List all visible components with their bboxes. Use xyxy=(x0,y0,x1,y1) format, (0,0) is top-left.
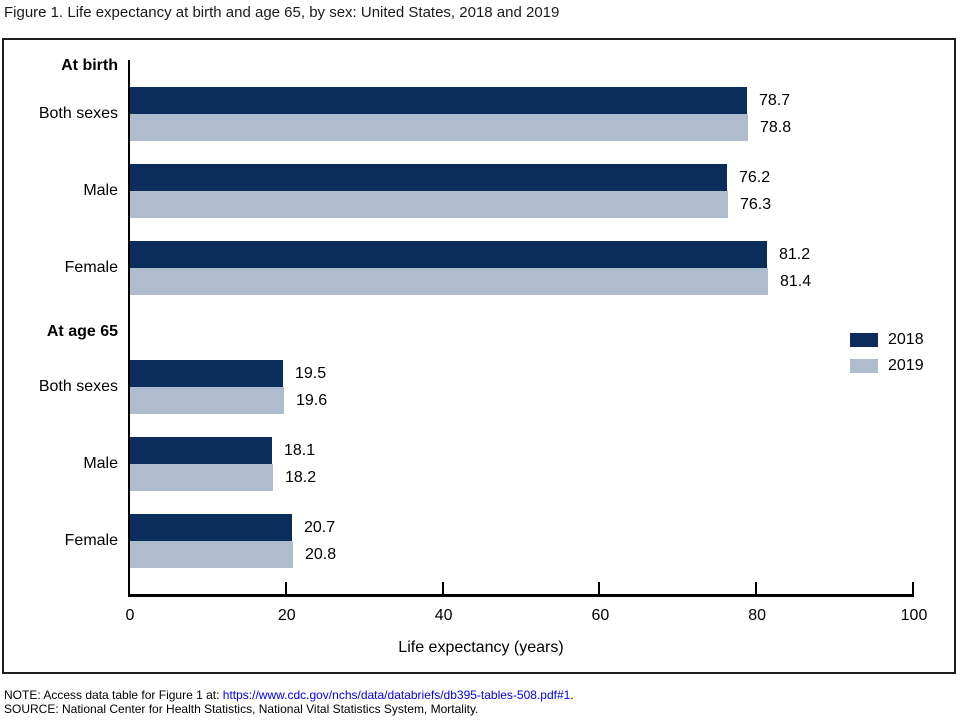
bar-2018-male-at-age-65 xyxy=(130,437,272,464)
category-label-both-sexes-at-age-65: Both sexes xyxy=(38,378,118,395)
bar-2018-both-sexes-at-birth xyxy=(130,87,747,114)
x-axis-line xyxy=(128,594,914,597)
x-axis-title: Life expectancy (years) xyxy=(398,639,564,656)
x-axis-tick-label-40: 40 xyxy=(434,607,453,624)
category-label-male-at-age-65: Male xyxy=(83,455,118,472)
x-axis-tick-label-20: 20 xyxy=(277,607,296,624)
bar-2019-male-at-age-65 xyxy=(130,464,273,491)
category-label-female-at-age-65: Female xyxy=(64,532,118,549)
legend-label-2018: 2018 xyxy=(888,331,924,348)
figure-notes: NOTE: Access data table for Figure 1 at:… xyxy=(4,688,574,716)
bar-2019-female-at-age-65 xyxy=(130,541,293,568)
bar-2019-both-sexes-at-birth xyxy=(130,114,748,141)
value-label-2019-male-at-age-65: 18.2 xyxy=(285,469,317,486)
y-axis-line xyxy=(128,60,130,594)
legend-swatch-2018 xyxy=(850,333,878,347)
value-label-2019-both-sexes-at-age-65: 19.6 xyxy=(296,392,328,409)
category-label-male-at-birth: Male xyxy=(83,182,118,199)
x-axis-tick-label-100: 100 xyxy=(900,607,928,624)
value-label-2019-female-at-birth: 81.4 xyxy=(780,273,812,290)
value-label-2018-male-at-age-65: 18.1 xyxy=(284,442,316,459)
category-label-both-sexes-at-birth: Both sexes xyxy=(38,105,118,122)
x-axis-tick-label-80: 80 xyxy=(748,607,767,624)
note-period: . xyxy=(570,688,574,702)
source-line: SOURCE: National Center for Health Stati… xyxy=(4,702,479,716)
group-label-at-age-65: At age 65 xyxy=(46,323,118,340)
x-axis-tick-60 xyxy=(598,582,601,594)
figure-title: Figure 1. Life expectancy at birth and a… xyxy=(4,4,560,21)
bar-2018-female-at-birth xyxy=(130,241,767,268)
value-label-2018-male-at-birth: 76.2 xyxy=(739,169,771,186)
x-axis-tick-20 xyxy=(284,582,287,594)
note-line: NOTE: Access data table for Figure 1 at:… xyxy=(4,688,574,702)
data-table-link[interactable]: https://www.cdc.gov/nchs/data/databriefs… xyxy=(222,688,571,702)
x-axis-tick-100 xyxy=(912,582,914,594)
value-label-2019-female-at-age-65: 20.8 xyxy=(305,546,337,563)
bar-2019-female-at-birth xyxy=(130,268,768,295)
value-label-2019-both-sexes-at-birth: 78.8 xyxy=(760,119,792,136)
x-axis-tick-40 xyxy=(441,582,444,594)
bar-2018-female-at-age-65 xyxy=(130,514,292,541)
category-label-female-at-birth: Female xyxy=(64,259,118,276)
x-axis-tick-label-0: 0 xyxy=(125,607,135,624)
bar-2019-both-sexes-at-age-65 xyxy=(130,387,284,414)
legend-item-2019: 2019 xyxy=(850,357,924,375)
value-label-2018-female-at-birth: 81.2 xyxy=(779,246,811,263)
bar-2018-male-at-birth xyxy=(130,164,727,191)
value-label-2018-both-sexes-at-age-65: 19.5 xyxy=(295,365,327,382)
x-axis-tick-80 xyxy=(755,582,758,594)
chart-area: At birth Both sexes 78.7 78.8 Male 76.2 76.3 Fe… xyxy=(2,38,956,674)
legend-label-2019: 2019 xyxy=(888,357,924,374)
value-label-2018-female-at-age-65: 20.7 xyxy=(304,519,336,536)
value-label-2019-male-at-birth: 76.3 xyxy=(740,196,772,213)
value-label-2018-both-sexes-at-birth: 78.7 xyxy=(759,92,791,109)
legend-item-2018: 2018 xyxy=(850,331,924,349)
x-axis-tick-label-60: 60 xyxy=(591,607,610,624)
bar-2018-both-sexes-at-age-65 xyxy=(130,360,283,387)
legend-swatch-2019 xyxy=(850,359,878,373)
note-text: NOTE: Access data table for Figure 1 at: xyxy=(4,688,223,702)
bar-2019-male-at-birth xyxy=(130,191,728,218)
group-label-at-birth: At birth xyxy=(61,57,118,74)
